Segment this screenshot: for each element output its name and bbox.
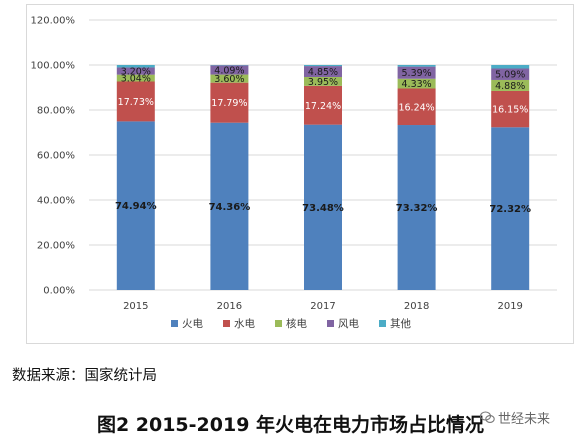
bar-segment <box>397 66 436 79</box>
bar-segment <box>491 65 530 69</box>
bar-segment <box>210 82 249 123</box>
data-label: 17.79% <box>211 98 247 109</box>
stacked-bar-chart: 0.00% 20.00% 40.00% 60.00% 80.00% 100.00% 120.… <box>31 16 557 330</box>
y-tick-label: 120.00% <box>31 16 76 27</box>
bar-segment <box>116 121 155 290</box>
data-label: 72.32% <box>489 204 531 215</box>
legend-swatch <box>379 320 386 327</box>
bar-segment <box>304 65 342 67</box>
bar-segment <box>116 67 155 75</box>
bar-segment <box>116 74 155 82</box>
legend-swatch <box>275 320 282 327</box>
bar-segment <box>397 78 436 89</box>
x-tick-label: 2018 <box>404 301 429 312</box>
data-label: 4.88% <box>495 81 525 92</box>
data-label: 74.94% <box>115 201 157 212</box>
data-label: 73.48% <box>302 203 344 214</box>
data-label: 16.15% <box>492 105 528 116</box>
data-label: 3.60% <box>214 74 244 85</box>
data-label: 74.36% <box>209 202 251 213</box>
bar-segment <box>304 85 342 125</box>
data-label: 17.24% <box>305 101 341 112</box>
legend-label: 核电 <box>286 317 307 330</box>
bar-segment <box>397 65 436 67</box>
bar-segment <box>116 81 155 122</box>
y-tick-label: 40.00% <box>37 196 75 207</box>
bar-segment <box>304 66 342 77</box>
bar-segment <box>491 90 530 128</box>
bar-segment <box>491 68 530 80</box>
wechat-icon <box>480 411 495 423</box>
bar-segment <box>397 88 436 126</box>
legend-swatch <box>223 320 230 327</box>
data-label: 3.95% <box>308 77 338 88</box>
bar-segment <box>397 125 436 290</box>
y-tick-label: 100.00% <box>31 61 76 72</box>
legend-swatch <box>327 320 334 327</box>
legend-label: 水电 <box>234 317 255 330</box>
legend-swatch <box>171 320 178 327</box>
data-label: 4.09% <box>214 65 244 76</box>
bar-segment <box>304 124 342 290</box>
watermark: 世经未来 <box>480 408 550 427</box>
data-label: 5.39% <box>402 68 432 79</box>
y-tick-label: 20.00% <box>37 241 75 252</box>
legend-label: 火电 <box>182 317 203 330</box>
bar-segment <box>210 122 249 290</box>
figure-title: 图2 2015-2019 年火电在电力市场占比情况 <box>96 414 485 436</box>
chart-frame: 0.00% 20.00% 40.00% 60.00% 80.00% 100.00% 120.… <box>26 4 574 344</box>
y-tick-label: 80.00% <box>37 106 75 117</box>
data-label: 5.09% <box>495 70 525 81</box>
legend-label: 风电 <box>338 317 359 330</box>
data-label: 17.73% <box>118 97 154 108</box>
data-label: 3.20% <box>121 67 151 78</box>
data-label: 4.85% <box>308 67 338 78</box>
source-note: 数据来源：国家统计局 <box>12 368 157 384</box>
watermark-text: 世经未来 <box>498 412 551 427</box>
bar-segment <box>116 65 155 68</box>
data-label: 73.32% <box>396 203 438 214</box>
x-tick-label: 2015 <box>123 301 148 312</box>
bar-segment <box>491 79 530 91</box>
bar-segment <box>491 127 530 290</box>
bar-segment <box>210 65 249 75</box>
legend-label: 其他 <box>390 317 411 330</box>
y-tick-label: 0.00% <box>43 286 75 297</box>
data-label: 4.33% <box>402 79 432 90</box>
x-tick-label: 2017 <box>310 301 335 312</box>
bar-segment <box>304 76 342 86</box>
data-label: 3.04% <box>121 74 151 85</box>
bar-segment <box>210 74 249 83</box>
x-tick-label: 2016 <box>217 301 242 312</box>
data-label: 16.24% <box>398 102 434 113</box>
y-tick-label: 60.00% <box>37 151 75 162</box>
x-tick-label: 2019 <box>497 301 522 312</box>
